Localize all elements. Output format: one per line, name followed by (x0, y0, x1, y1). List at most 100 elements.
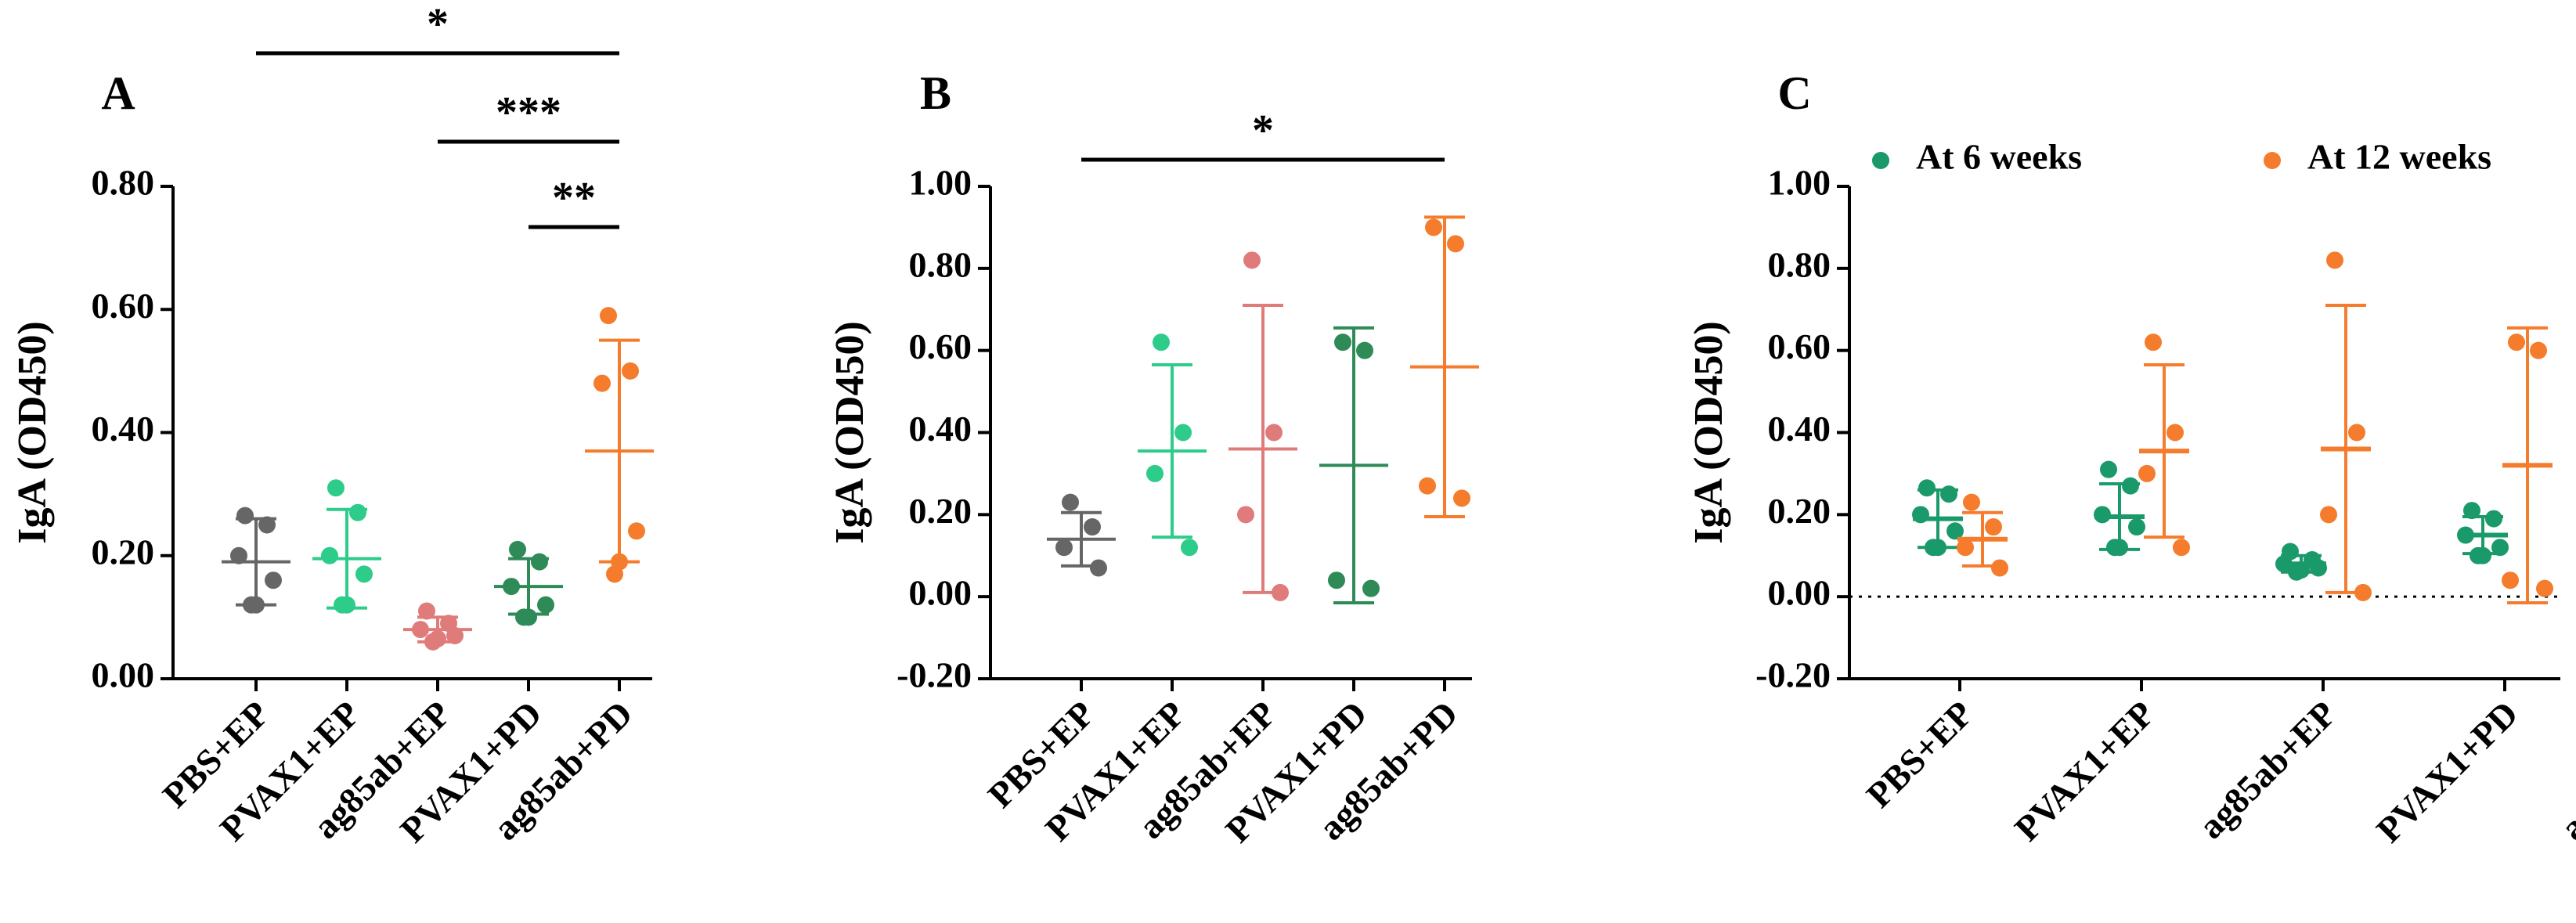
panel-label: C (1777, 67, 1811, 119)
x-tick-label: ag85ab+EP (2191, 693, 2344, 846)
data-point (2288, 563, 2305, 581)
data-point (503, 578, 520, 596)
y-tick-label: 0.00 (1768, 573, 1831, 613)
data-point (1328, 571, 1345, 589)
data-point (1334, 334, 1351, 352)
data-point (321, 546, 338, 564)
data-point (2320, 506, 2337, 524)
data-point (2094, 506, 2111, 524)
data-point (1419, 477, 1436, 495)
data-point (628, 522, 645, 540)
data-point (1181, 539, 1198, 557)
data-point (1925, 539, 1942, 557)
data-point (622, 362, 639, 380)
data-point (230, 546, 247, 564)
legend-label: At 12 weeks (2307, 137, 2491, 177)
data-point (1946, 522, 1964, 540)
data-point (531, 553, 548, 571)
data-point (355, 565, 373, 583)
data-point (1918, 479, 1936, 497)
data-point (446, 626, 464, 644)
data-point (2122, 477, 2139, 495)
data-point (1090, 559, 1107, 577)
y-tick-label: 1.00 (909, 163, 972, 203)
data-point (334, 596, 351, 614)
y-tick-label: 0.80 (1768, 244, 1831, 284)
data-point (1985, 518, 2002, 536)
data-point (1356, 341, 1373, 359)
y-tick-label: 0.60 (909, 326, 972, 366)
data-point (2485, 510, 2502, 528)
data-point (1963, 493, 1980, 511)
data-point (606, 565, 623, 583)
data-point (349, 503, 366, 521)
legend-label: At 6 weeks (1916, 137, 2082, 177)
data-point (258, 516, 276, 534)
data-point (2457, 526, 2474, 544)
data-point (1362, 579, 1380, 597)
data-point (2275, 555, 2293, 573)
data-point (515, 608, 532, 626)
x-tick-label: PBS+EP (1859, 693, 1981, 815)
data-point (1265, 424, 1283, 442)
y-tick-label: 0.20 (909, 491, 972, 531)
data-point (418, 602, 435, 620)
data-point (2326, 251, 2343, 269)
data-point (2491, 539, 2509, 557)
y-tick-label: 0.80 (92, 163, 155, 203)
significance-label: * (1252, 106, 1274, 155)
data-point (1425, 218, 1442, 236)
data-point (2502, 571, 2519, 589)
data-point (1243, 251, 1261, 269)
data-point (2536, 579, 2553, 597)
data-point (1453, 489, 1470, 507)
data-point (593, 374, 611, 392)
data-point (2145, 334, 2162, 352)
data-point (2348, 424, 2365, 442)
y-tick-label: 0.80 (909, 244, 972, 284)
data-point (424, 633, 442, 651)
y-tick-label: 0.60 (92, 286, 155, 326)
y-axis-label: IgA (OD450) (10, 321, 55, 544)
data-point (2463, 502, 2480, 520)
data-point (1940, 485, 1957, 503)
significance-label: *** (496, 88, 561, 137)
significance-label: ** (552, 174, 596, 222)
data-point (412, 621, 429, 639)
data-point (2100, 460, 2117, 478)
data-point (1153, 334, 1170, 352)
data-point (265, 571, 282, 589)
data-point (2167, 424, 2184, 442)
legend-marker (1872, 152, 1889, 169)
y-tick-label: 0.40 (909, 409, 972, 449)
y-tick-label: 0.20 (92, 532, 155, 571)
data-point (1055, 539, 1073, 557)
y-axis-label: IgA (OD450) (828, 321, 872, 544)
x-tick-label: PVAX1+EP (2007, 693, 2163, 849)
data-point (2310, 559, 2327, 577)
y-tick-label: -0.20 (1755, 655, 1831, 695)
y-tick-label: 0.40 (92, 409, 155, 449)
x-tick-label: PVAX1+PD (2369, 693, 2525, 849)
data-point (2470, 546, 2487, 564)
data-point (2106, 539, 2123, 557)
legend-marker (2264, 152, 2281, 169)
y-tick-label: 0.60 (1768, 326, 1831, 366)
data-point (1237, 506, 1254, 524)
data-point (600, 307, 617, 325)
y-tick-label: 0.00 (92, 655, 155, 695)
data-point (236, 507, 254, 525)
data-point (537, 596, 554, 614)
y-tick-label: 0.00 (909, 573, 972, 613)
data-point (1174, 424, 1192, 442)
y-tick-label: 1.00 (1768, 163, 1831, 203)
data-point (2530, 341, 2547, 359)
data-point (2354, 583, 2372, 601)
data-point (1146, 464, 1164, 482)
data-point (1084, 518, 1101, 536)
data-point (2138, 464, 2156, 482)
y-axis-label: IgA (OD450) (1687, 321, 1731, 544)
data-point (2128, 518, 2145, 536)
data-point (1447, 235, 1464, 253)
